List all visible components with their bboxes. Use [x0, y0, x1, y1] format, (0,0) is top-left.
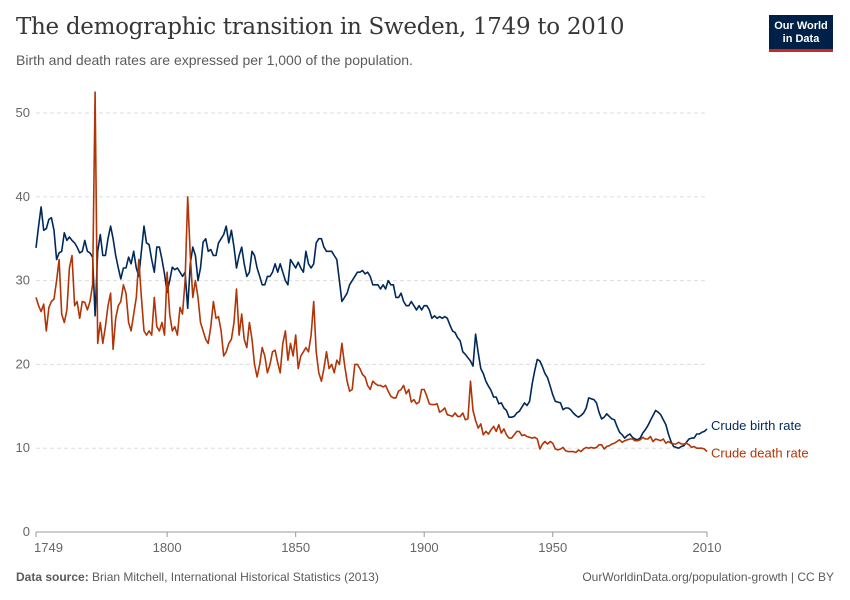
- series-line-crude-birth-rate[interactable]: [35, 206, 708, 449]
- chart-title: The demographic transition in Sweden, 17…: [16, 14, 625, 40]
- x-tick-label: 1749: [34, 540, 63, 555]
- gridlines: [36, 112, 707, 533]
- y-tick-label: 50: [16, 105, 30, 120]
- x-axis-ticks: 1749 1800 1850 1900 1950 2010: [34, 532, 721, 555]
- y-tick-label: 0: [23, 524, 30, 539]
- series-lines: [35, 91, 708, 454]
- series-label[interactable]: Crude birth rate: [711, 418, 801, 433]
- data-source: Data source: Brian Mitchell, Internation…: [16, 570, 379, 584]
- x-tick-label: 1850: [281, 540, 310, 555]
- chart-subtitle: Birth and death rates are expressed per …: [16, 52, 413, 68]
- x-tick-label: 1800: [153, 540, 182, 555]
- data-source-text: Brian Mitchell, International Historical…: [92, 570, 379, 584]
- x-tick-label: 1950: [538, 540, 567, 555]
- x-tick-label: 1900: [410, 540, 439, 555]
- y-tick-label: 40: [16, 189, 30, 204]
- series-line-crude-death-rate[interactable]: [35, 91, 708, 454]
- y-tick-label: 10: [16, 440, 30, 455]
- logo-line-1: Our World: [774, 20, 828, 32]
- x-tick-label: 2010: [693, 540, 722, 555]
- logo-line-2: in Data: [782, 33, 820, 45]
- url-license-link[interactable]: OurWorldinData.org/population-growth | C…: [582, 570, 834, 584]
- series-labels: Crude birth rate Crude death rate: [711, 418, 809, 461]
- owid-logo[interactable]: Our World in Data: [769, 15, 833, 52]
- y-tick-label: 20: [16, 356, 30, 371]
- series-label[interactable]: Crude death rate: [711, 446, 809, 461]
- y-axis-ticks: 0 10 20 30 40 50: [16, 105, 30, 539]
- data-source-label: Data source:: [16, 570, 89, 584]
- y-tick-label: 30: [16, 273, 30, 288]
